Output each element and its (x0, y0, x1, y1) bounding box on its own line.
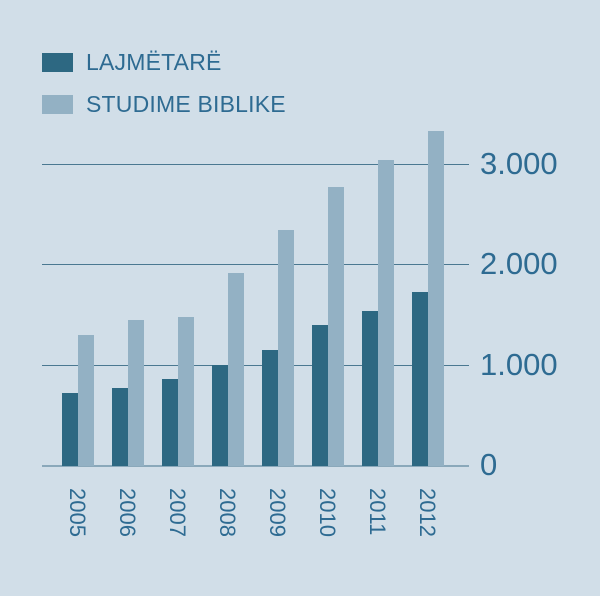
legend-swatch (42, 95, 73, 114)
x-tick-label: 2007 (165, 488, 190, 537)
x-tick-label: 2011 (365, 488, 390, 536)
x-tick-label: 2010 (315, 488, 340, 537)
bar-studime-biblike (178, 316, 194, 466)
bar-studime-biblike (128, 319, 144, 466)
bar-studime-biblike (278, 230, 294, 466)
legend-label: LAJMËTARË (86, 49, 222, 75)
bar-studime-biblike (78, 334, 94, 466)
x-tick-label: 2005 (65, 488, 90, 537)
bar-studime-biblike (428, 130, 444, 466)
legend-swatch (42, 53, 73, 72)
gridline (42, 364, 469, 366)
bar-lajmetare (312, 324, 328, 466)
x-tick-label: 2009 (265, 488, 290, 537)
gridline (42, 465, 469, 467)
x-tick-label: 2008 (215, 488, 240, 537)
bar-lajmetare (362, 310, 378, 466)
x-tick-label: 2006 (115, 488, 140, 537)
bar-studime-biblike (228, 273, 244, 466)
x-tick-label: 2012 (415, 488, 440, 537)
gridline (42, 264, 469, 266)
legend-item: STUDIME BIBLIKE (42, 91, 286, 118)
y-tick-label: 2.000 (480, 246, 558, 282)
bar-lajmetare (412, 292, 428, 466)
y-tick-label: 3.000 (480, 146, 558, 182)
bar-lajmetare (162, 378, 178, 466)
bar-lajmetare (112, 387, 128, 466)
bar-studime-biblike (328, 187, 344, 466)
gridline (42, 164, 469, 166)
bar-lajmetare (62, 392, 78, 466)
y-tick-label: 1.000 (480, 346, 558, 382)
bar-studime-biblike (378, 160, 394, 466)
bar-lajmetare (212, 364, 228, 466)
y-tick-label: 0 (480, 447, 498, 482)
bar-lajmetare (262, 349, 278, 466)
legend-item: LAJMËTARË (42, 49, 222, 76)
legend-label: STUDIME BIBLIKE (86, 91, 286, 117)
